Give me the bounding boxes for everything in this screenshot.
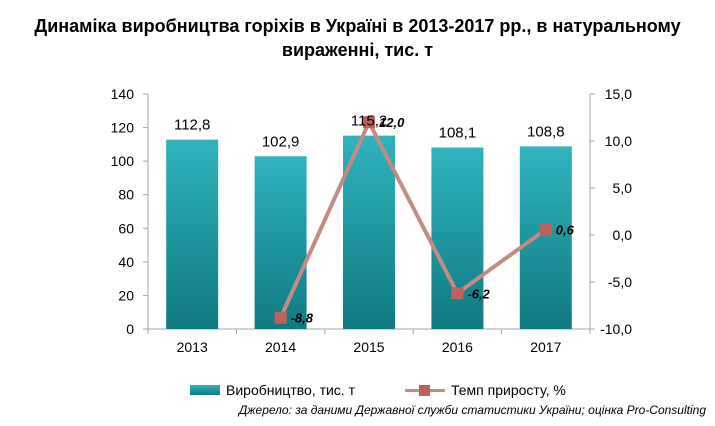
x-category-label: 2015 — [353, 339, 384, 355]
chart-legend: Виробництво, тис. т Темп приросту, % — [0, 382, 715, 402]
chart-title-line-2: вираженні, тис. т — [281, 40, 434, 60]
y-right-tick-label: -10,0 — [600, 321, 632, 337]
growth-value-label: 12,0 — [379, 115, 405, 130]
growth-value-label: 0,6 — [556, 222, 575, 237]
y-left-tick-label: 0 — [126, 321, 134, 337]
y-left-tick-label: 80 — [118, 187, 134, 203]
growth-line — [278, 120, 547, 319]
growth-marker — [363, 116, 375, 129]
x-category-label: 2014 — [265, 339, 296, 355]
y-right-tick-label: 15,0 — [605, 86, 632, 102]
combo-chart: 0 20 40 60 80 100 120 140 -10,0 -5,0 0,0 5,0 10,0 15,… — [111, 86, 633, 355]
legend-bar-swatch — [190, 385, 220, 395]
growth-marker — [451, 287, 464, 300]
legend-item-growth: Темп приросту, % — [405, 382, 566, 398]
bar-value-label: 112,8 — [174, 117, 210, 134]
y-left-tick-label: 60 — [118, 220, 134, 236]
bar — [519, 146, 572, 329]
y-right-tick-label: 0,0 — [613, 227, 633, 243]
x-category-label: 2017 — [530, 339, 561, 355]
source-note: Джерело: за даними Державної служби стат… — [238, 403, 706, 417]
bar-value-label: 108,1 — [439, 125, 477, 142]
bar — [254, 156, 307, 329]
growth-value-label: -8,8 — [291, 311, 314, 326]
legend-label-production: Виробництво, тис. т — [226, 382, 356, 398]
bar — [343, 135, 395, 329]
bar-value-label: 115,2 — [351, 113, 387, 130]
bar — [431, 147, 484, 329]
chart-title: Динаміка виробництва горіхів в Україні в… — [0, 14, 715, 62]
bar-value-label: 102,9 — [262, 133, 300, 150]
y-left-tick-label: 140 — [111, 86, 135, 102]
y-right-tick-label: 10,0 — [605, 133, 632, 149]
x-category-label: 2016 — [442, 339, 473, 355]
growth-marker — [539, 223, 552, 236]
legend-item-production: Виробництво, тис. т — [190, 382, 355, 398]
y-left-tick-label: 40 — [118, 254, 134, 270]
chart-title-line-1: Динаміка виробництва горіхів в Україні в… — [34, 16, 681, 36]
bar-value-label: 108,8 — [527, 123, 565, 140]
legend-line-swatch — [405, 385, 445, 396]
y-right-tick-label: -5,0 — [608, 274, 632, 290]
growth-marker — [274, 311, 287, 324]
y-left-tick-label: 100 — [111, 153, 135, 169]
legend-label-growth: Темп приросту, % — [451, 382, 566, 398]
x-category-label: 2013 — [177, 339, 208, 355]
y-right-tick-label: 5,0 — [613, 180, 633, 196]
y-left-tick-label: 120 — [111, 120, 135, 136]
bar — [166, 139, 219, 329]
growth-value-label: -6,2 — [467, 286, 490, 301]
y-left-tick-label: 20 — [118, 287, 134, 303]
